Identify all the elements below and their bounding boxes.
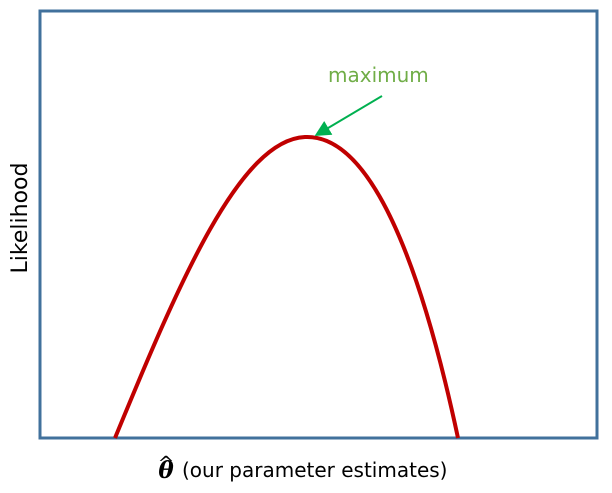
plot-frame: [38, 9, 599, 440]
maximum-label: maximum: [328, 63, 429, 87]
theta-symbol: θ: [158, 457, 174, 484]
x-axis-label-text: (our parameter estimates): [182, 458, 447, 482]
likelihood-curve: [113, 134, 460, 439]
maximum-arrow: [314, 95, 383, 137]
theta-hat-accent: ^: [158, 451, 175, 475]
y-axis-label: Likelihood: [8, 163, 33, 274]
x-axis-label: ^ θ (our parameter estimates): [158, 451, 448, 484]
